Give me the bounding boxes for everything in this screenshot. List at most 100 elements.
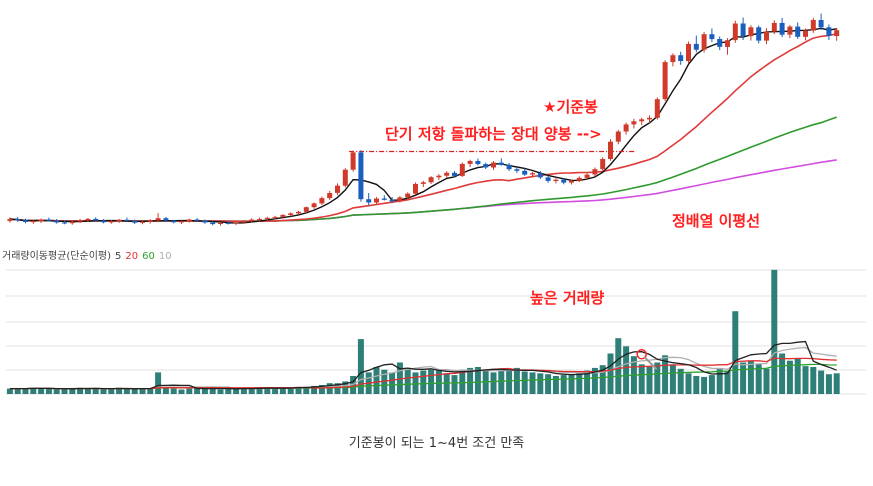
volume-bar: [568, 374, 575, 394]
candle-body: [810, 20, 816, 31]
volume-bar: [529, 372, 536, 394]
candle-body: [30, 221, 36, 223]
volume-bar: [802, 366, 809, 394]
candle: [623, 122, 629, 135]
volume-bar: [490, 372, 497, 394]
candle-body: [186, 219, 192, 222]
volume-bar: [740, 362, 747, 394]
candle-body: [85, 218, 91, 220]
volume-bar: [560, 375, 567, 394]
volume-bar: [451, 375, 458, 394]
candle: [233, 221, 239, 226]
candle-body: [413, 183, 418, 194]
candle-body: [405, 193, 411, 198]
candle-body: [288, 213, 294, 215]
candle: [834, 27, 840, 41]
volume-bar: [459, 369, 466, 394]
candle-body: [717, 39, 723, 47]
volume-bar: [716, 367, 723, 394]
candle-body: [686, 43, 691, 61]
volume-bar: [599, 365, 606, 394]
candle: [147, 219, 153, 224]
candle: [764, 28, 769, 45]
volume-bar: [240, 387, 247, 394]
candle: [30, 219, 36, 224]
volume-bar: [155, 372, 162, 394]
candle-body: [171, 220, 177, 223]
volume-bar: [537, 373, 544, 394]
candle: [101, 219, 106, 224]
volume-bar: [506, 370, 513, 394]
candle: [818, 13, 824, 30]
volume-bar: [326, 383, 333, 394]
candle-body: [155, 218, 161, 221]
candle: [576, 176, 582, 183]
candle-body: [787, 26, 793, 35]
candle: [615, 129, 621, 145]
candle-body: [366, 199, 372, 203]
candle-body: [491, 162, 496, 168]
candle: [38, 218, 44, 223]
candle: [779, 17, 785, 38]
volume-bar: [693, 376, 700, 394]
volume-bar: [412, 372, 419, 394]
candle-body: [803, 30, 808, 37]
candle: [795, 22, 801, 40]
volume-bar: [771, 269, 778, 394]
volume-bar: [576, 372, 583, 394]
candle: [225, 220, 231, 225]
volume-bar: [357, 339, 364, 394]
candle-body: [576, 177, 582, 181]
reference-candle-label: ★기준봉: [543, 98, 598, 116]
volume-bar: [6, 388, 13, 394]
volume-bar: [162, 387, 169, 394]
candle-body: [397, 197, 403, 202]
price-panel: [7, 13, 840, 226]
volume-legend-period-20: 20: [125, 251, 139, 262]
volume-bar: [623, 346, 630, 394]
candle-body: [147, 220, 153, 222]
candle-body: [218, 222, 223, 224]
candle-body: [233, 222, 239, 224]
candle: [93, 217, 99, 222]
candle: [686, 41, 691, 64]
candle-body: [826, 27, 832, 36]
candle-body: [771, 22, 777, 32]
candle: [350, 150, 356, 172]
candle-body: [732, 23, 738, 41]
candle-body: [54, 220, 60, 223]
candle: [725, 38, 730, 55]
candle: [662, 60, 668, 101]
candle: [584, 173, 590, 180]
volume-bar: [732, 311, 739, 394]
candle: [787, 25, 793, 39]
candle-body: [818, 20, 824, 28]
volume-bar: [389, 372, 396, 394]
volume-bar: [123, 388, 130, 394]
candle: [140, 220, 145, 225]
candle-body: [358, 152, 364, 200]
candle: [732, 20, 738, 43]
volume-bar: [381, 369, 388, 394]
volume-bar: [116, 387, 123, 394]
ma5-line: [9, 27, 837, 224]
volume-bar: [638, 364, 645, 394]
candle: [670, 53, 676, 67]
candle-body: [498, 162, 504, 165]
candle: [569, 179, 574, 185]
volume-bar: [428, 369, 435, 394]
candle-body: [342, 169, 348, 186]
candle: [452, 171, 457, 177]
candle-body: [748, 27, 754, 37]
candle: [46, 217, 52, 222]
candle: [288, 212, 294, 217]
candle-body: [428, 177, 434, 183]
candle: [467, 159, 473, 168]
candle-body: [615, 131, 621, 142]
volume-bar: [763, 368, 770, 394]
candle-body: [779, 22, 785, 35]
candle-body: [46, 219, 52, 221]
candle-body: [834, 30, 840, 36]
candle: [444, 171, 450, 178]
volume-bar: [22, 388, 29, 394]
